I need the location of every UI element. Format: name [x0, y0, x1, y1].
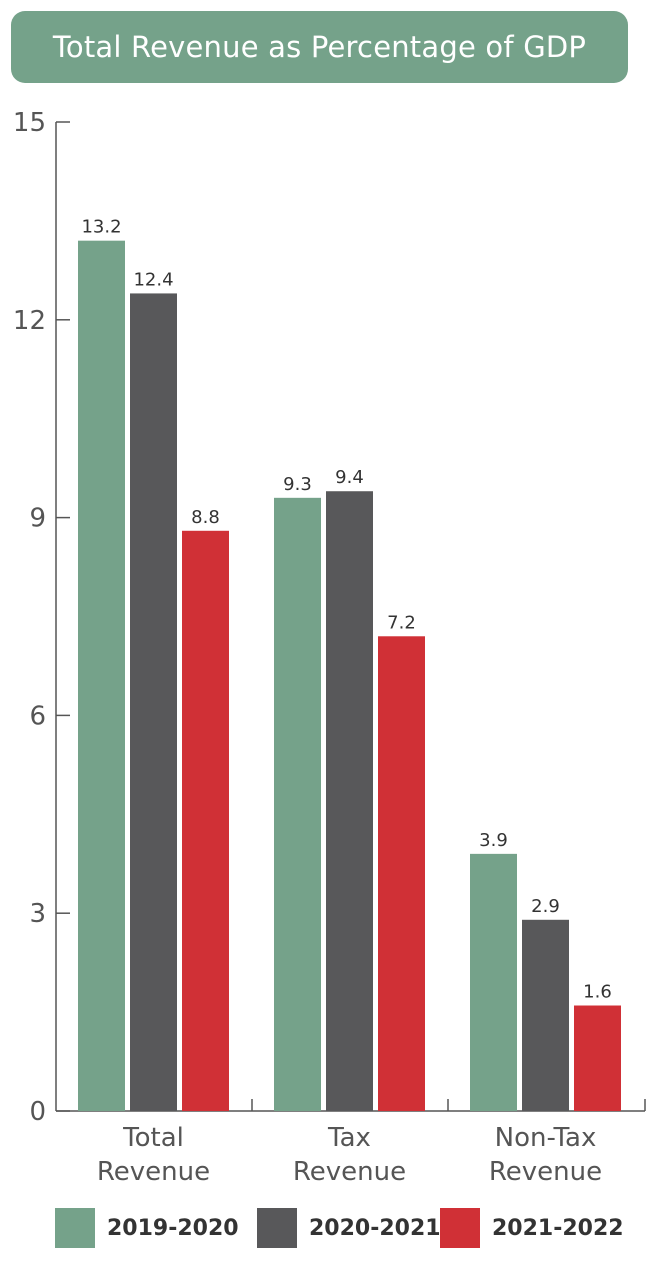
- data-label-2019-2020-0: 13.2: [81, 217, 121, 238]
- data-label-2021-2022-0: 8.8: [191, 507, 220, 528]
- data-label-2019-2020-1: 9.3: [283, 474, 312, 495]
- x-category-label-0-0: Total: [122, 1123, 184, 1153]
- x-category-label-0-1: Revenue: [97, 1157, 210, 1187]
- bar-2020-2021-1: [326, 491, 373, 1111]
- bar-2020-2021-0: [130, 293, 177, 1112]
- y-tick-label-3: 3: [29, 899, 46, 929]
- chart-title-bar: Total Revenue as Percentage of GDP: [11, 11, 628, 83]
- bar-2021-2022-2: [574, 1005, 621, 1111]
- x-category-label-2-1: Revenue: [489, 1157, 602, 1187]
- bar-2021-2022-0: [182, 530, 229, 1111]
- legend-swatch-2020-2021: [257, 1208, 297, 1248]
- legend-swatch-2019-2020: [55, 1208, 95, 1248]
- x-category-label-2-0: Non-Tax: [495, 1123, 597, 1153]
- legend-item-2019-2020: 2019-2020: [55, 1208, 239, 1248]
- legend-label-2020-2021: 2020-2021: [309, 1215, 441, 1241]
- data-label-2020-2021-2: 2.9: [531, 896, 560, 917]
- x-category-label-1-0: Tax: [327, 1123, 371, 1153]
- x-category-label-1-1: Revenue: [293, 1157, 406, 1187]
- y-tick-label-15: 15: [13, 108, 46, 138]
- y-tick-label-6: 6: [29, 701, 46, 731]
- legend-label-2021-2022: 2021-2022: [492, 1215, 624, 1241]
- legend-label-2019-2020: 2019-2020: [107, 1215, 239, 1241]
- data-label-2021-2022-2: 1.6: [583, 982, 612, 1003]
- data-label-2020-2021-1: 9.4: [335, 467, 364, 488]
- legend-item-2021-2022: 2021-2022: [440, 1208, 624, 1248]
- bar-2020-2021-2: [522, 919, 569, 1111]
- y-tick-label-12: 12: [13, 306, 46, 336]
- bar-2021-2022-1: [378, 636, 425, 1111]
- y-tick-label-0: 0: [29, 1097, 46, 1127]
- legend-swatch-2021-2022: [440, 1208, 480, 1248]
- bar-2019-2020-1: [274, 497, 321, 1111]
- bar-2019-2020-0: [78, 240, 125, 1111]
- data-label-2019-2020-2: 3.9: [479, 830, 508, 851]
- chart-legend: 2019-2020 2020-2021 2021-2022: [0, 1208, 671, 1252]
- chart-title: Total Revenue as Percentage of GDP: [52, 30, 587, 64]
- legend-item-2020-2021: 2020-2021: [257, 1208, 441, 1248]
- data-label-2021-2022-1: 7.2: [387, 612, 416, 633]
- data-label-2020-2021-0: 12.4: [133, 269, 173, 290]
- bar-chart: 0 3 6 9 12 15 13.2 12.4 8.8 Total Revenue 9.3 9.4 7.2…: [13, 108, 646, 1187]
- bar-2019-2020-2: [470, 853, 517, 1111]
- y-tick-label-9: 9: [29, 504, 46, 534]
